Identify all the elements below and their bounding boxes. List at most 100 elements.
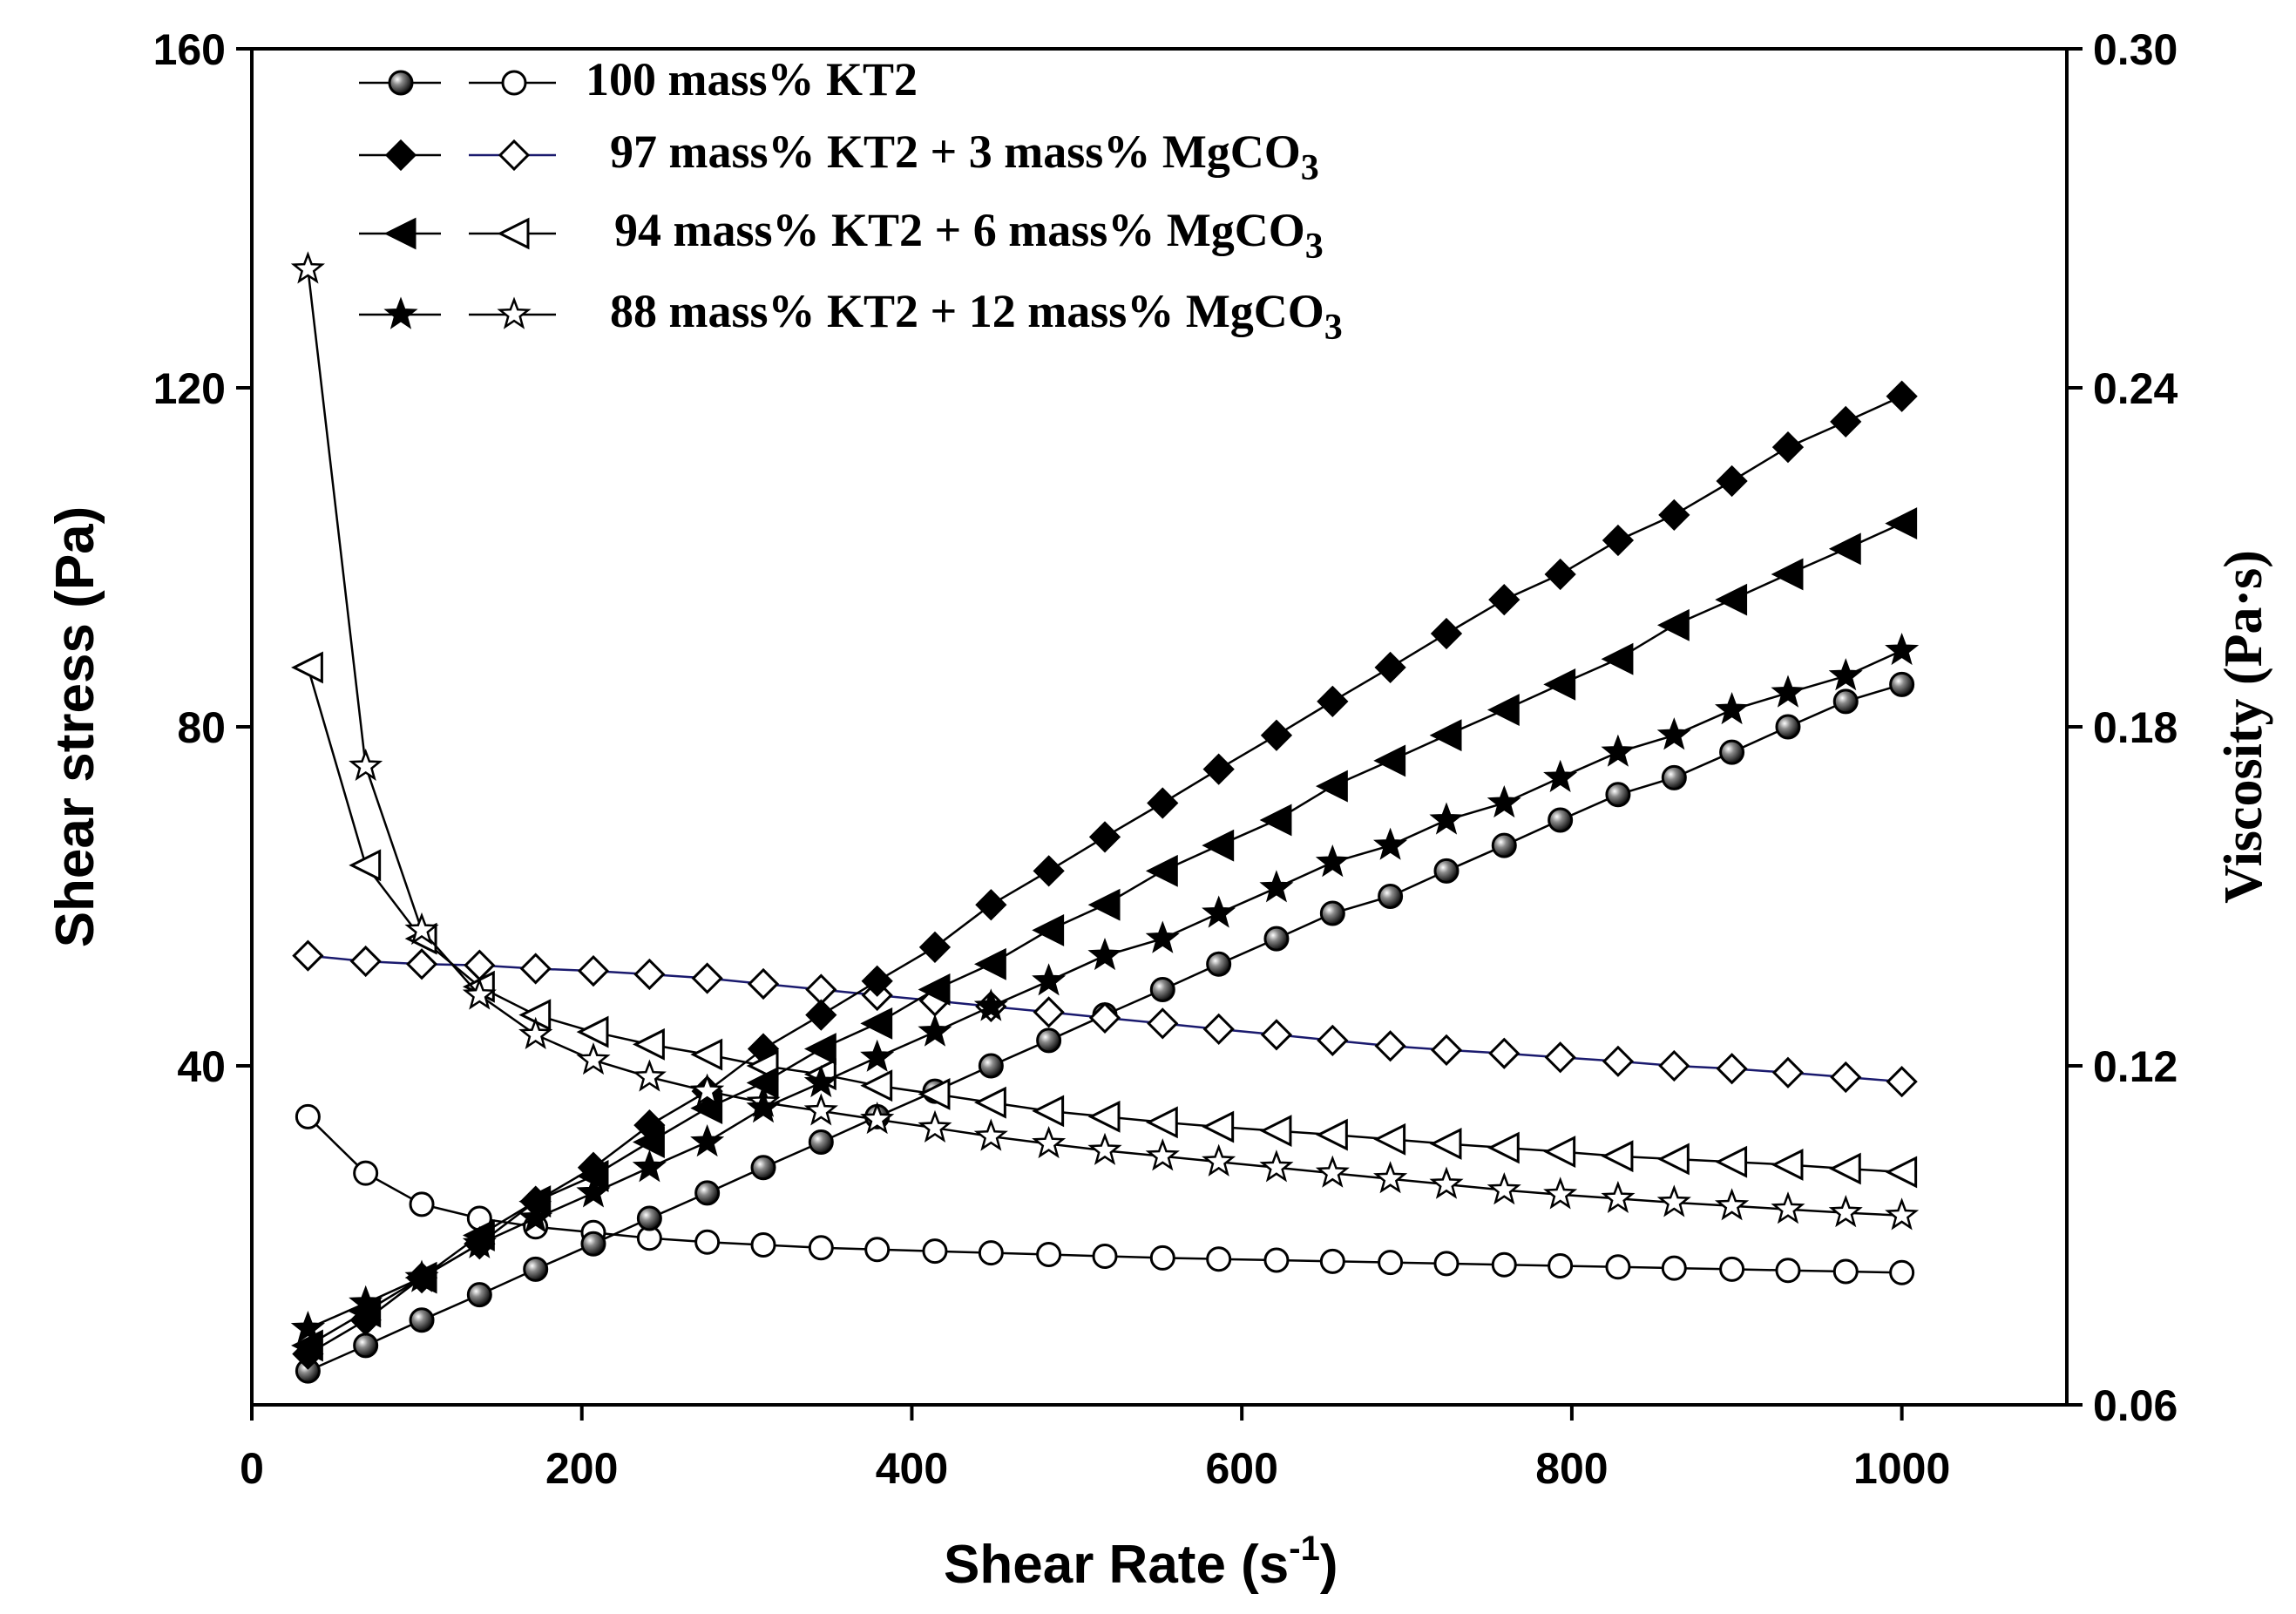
series-1-shear-stress-point [1488,584,1521,616]
y-right-tick-label: 0.12 [2093,1042,2177,1091]
series-3-shear-stress-point [1771,675,1805,708]
legend-symbol-100-kt2 [359,70,556,96]
series-0-viscosity-point [750,1232,776,1258]
x-tick-label: 200 [545,1444,618,1493]
series-2-shear-stress-point [1771,558,1804,591]
series-1-viscosity-point [691,962,723,994]
series-3-shear-stress-point [1429,802,1464,835]
series-2-viscosity-point [1543,1136,1576,1168]
series-2-shear-stress-point [1145,854,1178,887]
legend-symbol-97-kt2 [359,139,556,172]
series-3-viscosity-point [518,1016,553,1049]
series-3-shear-stress-point [860,1039,895,1072]
series-2-shear-stress-point [973,947,1006,980]
series-2-shear-stress-point [1656,608,1690,641]
legend-label-94-kt2-main: 94 mass% KT2 + 6 mass% MgCO [614,204,1305,256]
series-2-viscosity-point [918,1077,951,1110]
y-right-axis-label: Viscosity (Pa·s) [2214,550,2273,904]
series-0-shear-stress-point [1206,951,1232,977]
series-3-shear-stress-point [1145,920,1180,953]
series-3-viscosity-point [803,1093,838,1126]
series-3-shear-stress-point [1315,844,1350,878]
series-3-viscosity-point [349,748,383,781]
series-2-viscosity-point [1145,1106,1178,1139]
x-tick-label: 600 [1205,1444,1277,1493]
y-right-axis-ticks: 0.06 0.12 0.18 0.24 0.30 [2067,25,2178,1430]
series-3-shear-stress-point [404,1259,439,1292]
series-1-shear-stress-point [1317,685,1349,717]
series-2-viscosity-point [1373,1122,1406,1156]
legend-symbol-88-kt2 [359,296,556,329]
series-2-viscosity-point [1087,1100,1121,1133]
series-1-viscosity-point [1033,996,1065,1028]
series-1-viscosity-point [1202,1013,1235,1045]
y-left-tick-label: 40 [177,1042,226,1091]
series-2-shear-stress-point [803,1033,836,1065]
series-0-viscosity-point [1378,1250,1404,1276]
y-right-tick-label: 0.18 [2093,703,2177,752]
series-2-viscosity-point [1259,1115,1292,1147]
series-0-viscosity-point [1719,1256,1745,1282]
series-3 [290,251,1920,1344]
series-3-viscosity-point [404,912,439,946]
series-2-viscosity-point [973,1086,1006,1119]
series-0-viscosity-point [1036,1242,1062,1268]
series-0-shear-stress-point [750,1155,776,1181]
series-1-shear-stress-point [1830,405,1862,438]
series-3-shear-stress-point [1656,717,1691,750]
series-2-shear-stress-point [1032,913,1065,946]
series-2-shear-stress-point [1885,507,1918,540]
series-1-viscosity-point [1544,1041,1576,1074]
series-3-viscosity-point [1487,1172,1521,1205]
series-2-shear-stress-point [1429,719,1462,752]
legend-marker-open [501,70,527,96]
series-1-viscosity-point [1147,1007,1179,1040]
series-2-shear-stress-point [1828,532,1861,566]
series-1-shear-stress-point [1658,498,1690,531]
series-3-viscosity-point [1145,1138,1180,1171]
series-3-viscosity-point [1315,1155,1350,1188]
series-0-shear-stress-point [1661,764,1687,790]
legend-label-100-kt2: 100 mass% KT2 [586,53,918,105]
series-0-viscosity-point [1149,1244,1175,1271]
series-2-shear-stress-point [1373,744,1406,777]
legend-marker-filled [388,70,414,96]
series-3-shear-stress-point [576,1175,611,1208]
series-1-viscosity-point [405,948,438,980]
series-1-viscosity-point [1260,1019,1293,1051]
series-2-shear-stress-point [1487,694,1520,726]
y-left-tick-label: 120 [153,364,226,413]
series-1-viscosity-point [1088,1001,1121,1034]
series-1-viscosity-point [1830,1061,1862,1094]
series-3-viscosity-point [1771,1191,1805,1224]
series-2-viscosity-point [1202,1110,1235,1143]
legend-marker-open [498,139,531,172]
series-1-viscosity-point [1716,1053,1748,1085]
series-1-shear-stress-point [1202,753,1235,785]
series-3-shear-stress-point [1259,870,1294,903]
series-3-viscosity-point [1259,1149,1294,1183]
series-1-viscosity-point [633,958,666,991]
series-1-shear-stress-point [1544,558,1576,591]
series-0-viscosity-point [1263,1247,1290,1273]
series-3-shear-stress-point [518,1200,553,1233]
series-0-viscosity-point [1491,1251,1517,1278]
series-0-shear-stress-point [1149,976,1175,1002]
series-1-shear-stress-point [1430,617,1463,650]
series-3-shear-stress-point [1885,632,1920,666]
series-0-shear-stress-point [808,1129,834,1156]
series-0-shear-stress-point [409,1307,435,1333]
series-0-shear-stress-point [523,1256,549,1282]
series-3-viscosity-point [1601,1180,1636,1213]
series-layer [290,251,1920,1384]
legend-marker-filled [384,139,417,172]
series-3-viscosity-point [1715,1188,1750,1221]
legend-label-97-kt2: 97 mass% KT2 + 3 mass% MgCO3 [610,125,1319,188]
series-2-shear-stress-point [918,973,951,1006]
series-3-shear-stress-point [803,1064,838,1098]
series-0-shear-stress-point [1832,688,1859,715]
series-2-viscosity-point [1715,1145,1748,1178]
series-3-shear-stress-point [1202,895,1236,928]
legend-label-97-kt2-subscript: 3 [1301,148,1319,188]
series-0-shear-stress-point [1378,884,1404,909]
